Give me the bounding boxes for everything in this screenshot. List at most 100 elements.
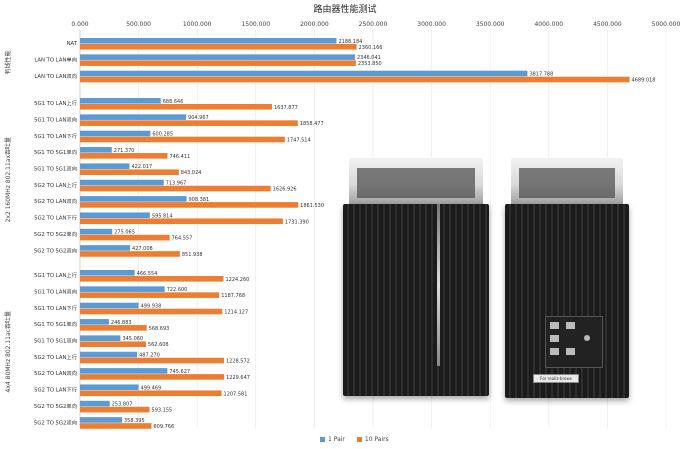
category-label: 5G1 TO 5G1单向 xyxy=(34,320,77,328)
data-label-1-pair: 253.807 xyxy=(112,402,133,408)
bar-10-pairs xyxy=(80,136,285,143)
bar-10-pairs xyxy=(80,308,223,315)
bar-1-pair xyxy=(80,163,130,169)
category-label: NAT xyxy=(67,41,78,47)
bar-10-pairs xyxy=(80,251,180,257)
chart-title: 路由器性能测试 xyxy=(313,5,377,15)
category-label: LAN TO LAN双向 xyxy=(34,72,77,80)
data-label-1-pair: 600.285 xyxy=(152,132,173,138)
category-label: 5G1 TO LAN上行 xyxy=(34,99,78,107)
data-label-10-pairs: 1747.514 xyxy=(287,138,311,144)
data-label-10-pairs: 1224.260 xyxy=(225,277,249,283)
bar-1-pair xyxy=(80,302,139,309)
x-tick-label: 500.000 xyxy=(126,21,151,28)
data-label-10-pairs: 1858.477 xyxy=(300,121,324,127)
category-label: 5G2 TO LAN上行 xyxy=(34,353,78,361)
data-label-1-pair: 2188.184 xyxy=(338,39,362,45)
bar-10-pairs xyxy=(80,202,299,208)
bar-1-pair xyxy=(80,351,138,358)
bar-10-pairs xyxy=(80,153,168,159)
x-tick-label: 3000.000 xyxy=(417,21,446,28)
bar-1-pair xyxy=(80,98,161,104)
data-label-10-pairs: 562.608 xyxy=(148,342,169,348)
category-label: 5G2 TO 5G2双向 xyxy=(34,418,77,426)
router-ports xyxy=(545,316,603,368)
category-label: 5G2 TO LAN下行 xyxy=(34,386,78,394)
category-label: 5G2 TO 5G2单向 xyxy=(34,402,77,410)
data-label-1-pair: 246.883 xyxy=(111,320,132,326)
bar-10-pairs xyxy=(80,104,272,110)
bar-10-pairs xyxy=(80,374,225,380)
data-label-1-pair: 3817.788 xyxy=(529,72,553,78)
x-tick-label: 5000.000 xyxy=(652,21,681,28)
x-tick-label: 2000.000 xyxy=(300,21,329,28)
bar-10-pairs xyxy=(80,169,179,175)
category-label: 5G2 TO LAN上行 xyxy=(34,181,78,189)
bar-1-pair xyxy=(80,212,150,219)
data-label-10-pairs: 764.557 xyxy=(172,236,193,242)
data-label-10-pairs: 2360.166 xyxy=(359,45,383,51)
data-label-1-pair: 722.600 xyxy=(167,287,188,293)
data-label-10-pairs: 593.155 xyxy=(152,408,173,414)
legend-item-10-pairs: 10 Pairs xyxy=(356,436,389,443)
bar-1-pair xyxy=(80,245,131,251)
bar-10-pairs xyxy=(80,325,147,331)
data-label-10-pairs: 1861.530 xyxy=(300,203,324,209)
data-label-1-pair: 904.967 xyxy=(188,115,209,121)
data-label-1-pair: 422.017 xyxy=(131,164,152,170)
x-tick-label: 3500.000 xyxy=(476,21,505,28)
bar-1-pair xyxy=(80,228,113,235)
data-label-1-pair: 499.469 xyxy=(141,385,162,391)
data-label-1-pair: 2346.041 xyxy=(357,55,381,61)
bar-10-pairs xyxy=(80,185,271,192)
bar-10-pairs xyxy=(80,234,170,241)
category-label: 5G2 TO LAN下行 xyxy=(34,214,78,222)
data-label-10-pairs: 746.411 xyxy=(169,154,190,160)
chart-legend: 1 Pair 10 Pairs xyxy=(320,436,389,443)
x-tick-label: 1000.000 xyxy=(183,21,212,28)
category-label: 5G1 TO LAN下行 xyxy=(34,304,78,312)
x-tick-label: 4000.000 xyxy=(534,21,563,28)
bar-1-pair xyxy=(80,286,165,292)
data-label-10-pairs: 843.024 xyxy=(181,170,202,176)
bar-10-pairs xyxy=(80,357,224,364)
data-label-10-pairs: 568.693 xyxy=(149,326,170,332)
bar-10-pairs xyxy=(80,120,298,126)
bar-1-pair xyxy=(80,335,121,341)
group-label: 4x4 80MHz 802.11ac吞吐量 xyxy=(4,311,12,392)
data-label-1-pair: 427.008 xyxy=(132,246,153,252)
bar-1-pair xyxy=(80,179,164,186)
bar-10-pairs xyxy=(80,60,356,66)
category-label: 5G1 TO 5G1单向 xyxy=(34,148,77,156)
data-label-10-pairs: 851.938 xyxy=(182,252,203,258)
data-label-1-pair: 499.938 xyxy=(141,304,162,310)
data-label-10-pairs: 1626.926 xyxy=(273,187,297,193)
bar-10-pairs xyxy=(80,406,150,413)
bar-10-pairs xyxy=(80,423,152,429)
data-label-10-pairs: 1207.581 xyxy=(224,391,248,397)
x-tick-label: 0.000 xyxy=(71,21,88,28)
data-label-1-pair: 713.967 xyxy=(166,181,187,187)
bar-10-pairs xyxy=(80,292,220,298)
bar-1-pair xyxy=(80,38,337,44)
bar-10-pairs xyxy=(80,76,630,83)
bar-10-pairs xyxy=(80,44,357,50)
router-image-left xyxy=(343,158,489,396)
data-label-1-pair: 466.554 xyxy=(137,271,158,277)
bar-10-pairs xyxy=(80,276,224,282)
category-label: 5G1 TO LAN双向 xyxy=(34,115,77,123)
router-image-right: For realiz-brows xyxy=(505,158,629,398)
data-label-10-pairs: 4689.018 xyxy=(632,78,656,84)
category-label: 5G2 TO LAN双向 xyxy=(34,369,77,377)
bar-1-pair xyxy=(80,270,135,276)
bar-1-pair xyxy=(80,70,528,77)
bar-1-pair xyxy=(80,196,187,202)
category-label: 5G1 TO LAN下行 xyxy=(34,132,78,140)
group-label: 2x2 160MHz 802.11ax吞吐量 xyxy=(4,137,12,223)
bar-1-pair xyxy=(80,319,109,325)
category-label: 5G1 TO LAN双向 xyxy=(34,287,77,295)
bar-1-pair xyxy=(80,147,112,153)
data-label-10-pairs: 1228.572 xyxy=(226,359,250,365)
